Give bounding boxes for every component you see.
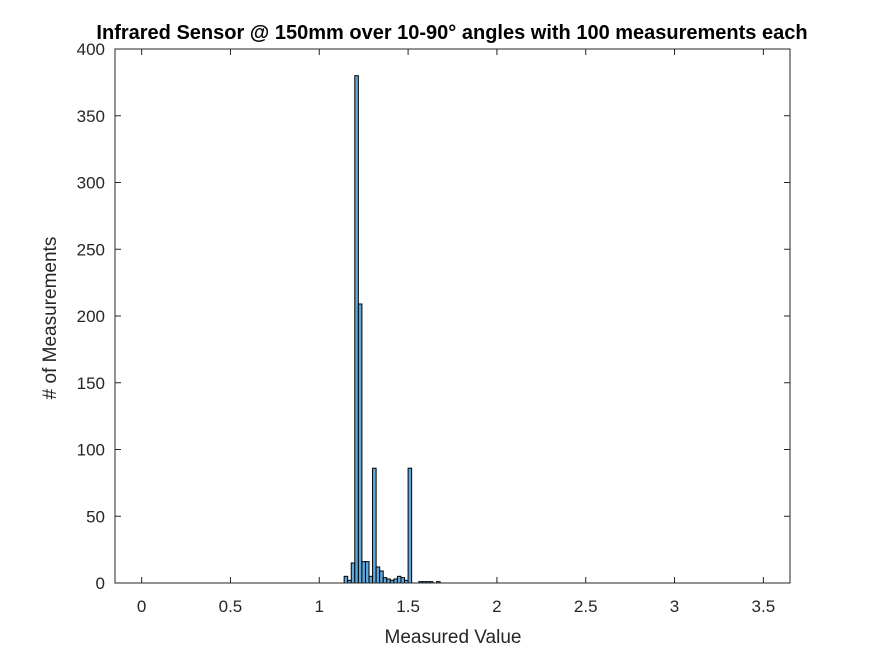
histogram-bar-0	[343, 575, 349, 584]
histogram-bar-7	[368, 575, 374, 584]
histogram-bar-5	[361, 561, 366, 584]
y-axis-label: # of Measurements	[40, 237, 61, 400]
x-tick-label-3: 1.5	[396, 597, 420, 616]
x-tick-label-6: 3	[670, 597, 679, 616]
y-tick-label-6: 300	[77, 174, 105, 193]
x-tick-label-4: 2	[492, 597, 501, 616]
x-tick-label-7: 3.5	[752, 597, 776, 616]
histogram-bar-16	[400, 577, 406, 584]
x-tick-label-2: 1	[315, 597, 324, 616]
chart-title: Infrared Sensor @ 150mm over 10-90° angl…	[96, 22, 807, 44]
histogram-bar-10	[379, 570, 384, 584]
y-tick-label-1: 50	[86, 507, 105, 526]
histogram-bar-8	[372, 467, 377, 584]
histogram-bar-12	[386, 578, 391, 584]
y-tick-label-7: 350	[77, 107, 105, 126]
y-tick-label-4: 200	[77, 307, 105, 326]
histogram-bar-3	[354, 75, 359, 584]
histogram-bar-15	[396, 575, 402, 584]
y-tick-label-8: 400	[77, 40, 105, 59]
y-tick-label-2: 100	[77, 441, 105, 460]
plot-area: 0 0.5 1 1.5 2 2.5 3 3.5 0 50 100 150 200 250 300 350 400	[77, 40, 791, 616]
y-tick-label-3: 150	[77, 374, 105, 393]
axes-box	[114, 48, 791, 584]
y-tick-label-5: 250	[77, 240, 105, 259]
y-tick-label-0: 0	[96, 574, 105, 593]
x-tick-label-0: 0	[137, 597, 146, 616]
histogram-bar-6	[364, 561, 370, 584]
histogram-bar-4	[357, 303, 363, 584]
x-tick-label-5: 2.5	[574, 597, 598, 616]
histogram-bar-18	[407, 467, 413, 584]
x-tick-label-1: 0.5	[219, 597, 243, 616]
histogram-bar-11	[382, 577, 388, 584]
histogram-bar-9	[375, 566, 381, 584]
x-axis-label: Measured Value	[385, 627, 522, 648]
histogram-bar-14	[393, 578, 398, 584]
histogram-bar-2	[350, 562, 356, 584]
